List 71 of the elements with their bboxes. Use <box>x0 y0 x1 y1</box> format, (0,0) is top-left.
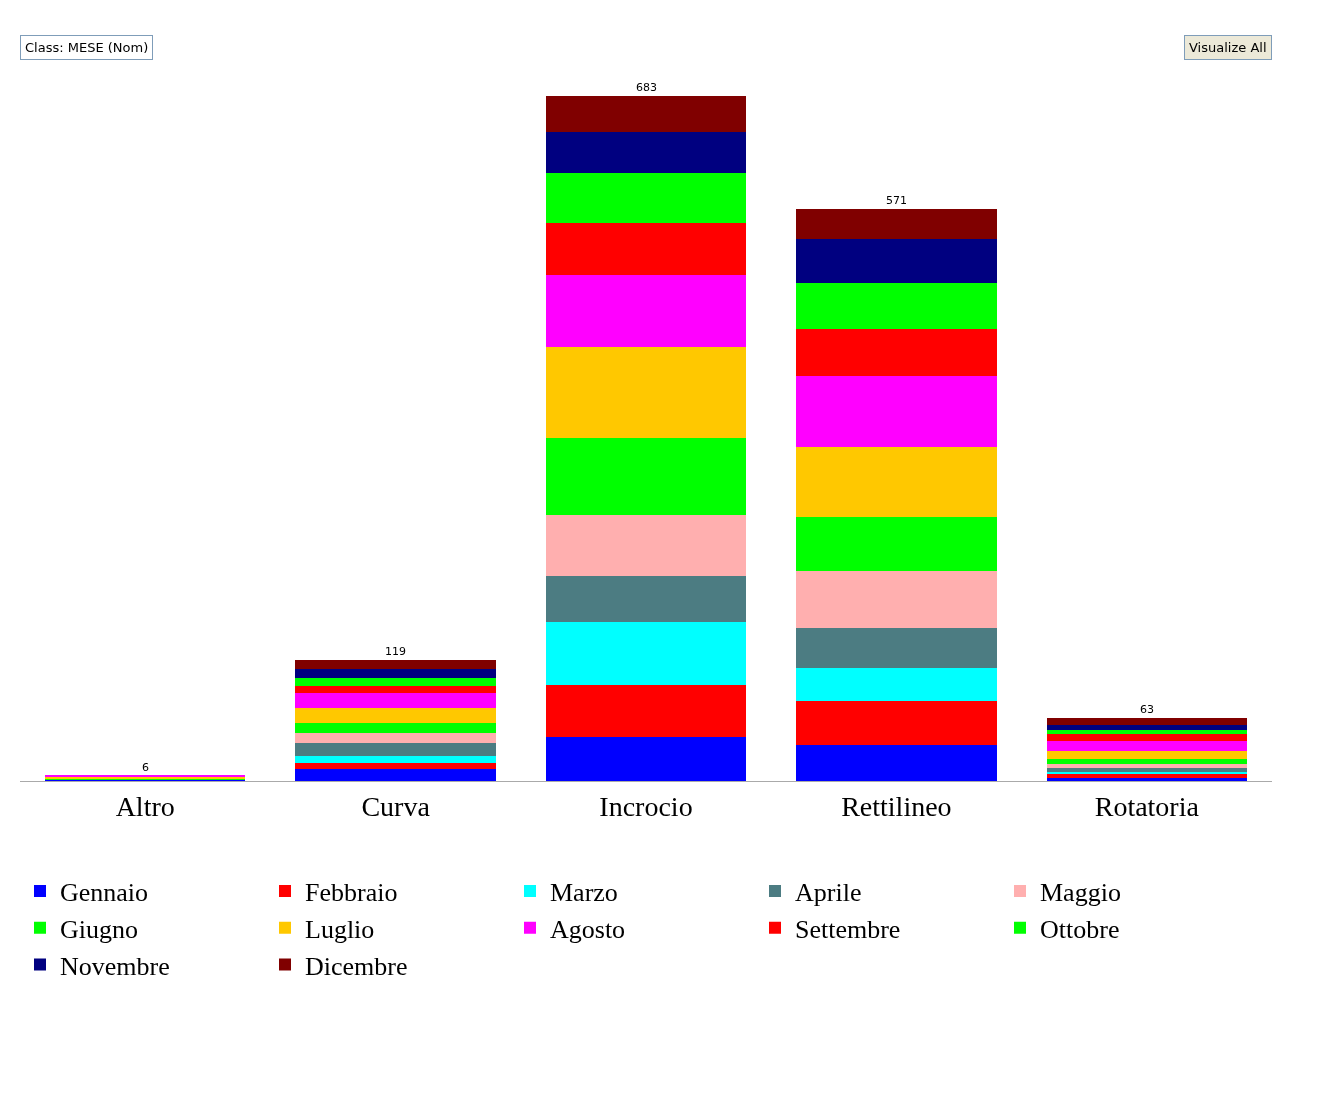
bar <box>796 667 997 701</box>
bar <box>295 707 496 723</box>
bar <box>295 686 496 693</box>
annotation: 683 <box>636 81 657 94</box>
annotation: 119 <box>385 645 406 658</box>
annotation: 63 <box>1140 703 1154 716</box>
bar <box>1046 717 1247 725</box>
bar <box>1046 774 1247 779</box>
legend-label: Febbraio <box>305 878 398 908</box>
bar <box>1046 772 1247 775</box>
bar <box>1046 767 1247 773</box>
bar <box>545 437 747 516</box>
bar <box>1046 759 1247 764</box>
legend-label: Gennaio <box>60 878 149 908</box>
bar <box>796 376 997 448</box>
annotation: 6 <box>142 761 149 774</box>
bar <box>295 722 496 734</box>
legend-label: Marzo <box>550 878 618 908</box>
bar <box>796 744 997 781</box>
legend-label: Agosto <box>550 914 626 944</box>
legend-label: Dicembre <box>305 951 408 981</box>
bar <box>796 517 997 572</box>
bar <box>545 222 747 275</box>
x-tick-label: Rotatoria <box>1094 790 1200 822</box>
bar <box>545 576 747 623</box>
bar <box>1046 778 1247 781</box>
bar <box>295 669 496 678</box>
annotation: 571 <box>886 194 907 207</box>
bar <box>545 96 747 133</box>
bar <box>545 346 747 438</box>
legend-label: Giugno <box>60 914 138 944</box>
legend-label: Maggio <box>1040 878 1121 908</box>
legend-label: Ottobre <box>1040 914 1120 944</box>
bar <box>545 515 747 577</box>
bar <box>295 755 496 763</box>
legend-label: Novembre <box>60 951 170 981</box>
legend-label: Luglio <box>305 914 375 944</box>
bar <box>796 209 997 240</box>
bar <box>545 622 747 686</box>
bar <box>796 447 997 518</box>
bar <box>295 762 496 769</box>
bar <box>1046 740 1247 751</box>
bar <box>796 283 997 329</box>
x-tick-label: Curva <box>361 790 431 822</box>
bar <box>295 660 496 670</box>
bar <box>796 239 997 284</box>
x-tick-label: Incrocio <box>599 790 693 822</box>
bar <box>545 737 747 781</box>
bar <box>545 685 747 738</box>
bar <box>295 743 496 756</box>
bar <box>295 692 496 708</box>
bar <box>1046 724 1247 730</box>
bar <box>796 627 997 668</box>
bar <box>295 768 496 781</box>
bar <box>796 571 997 628</box>
x-tick-label: Altro <box>115 790 175 822</box>
bar <box>796 328 997 377</box>
legend-label: Settembre <box>795 914 901 944</box>
bar <box>545 173 747 223</box>
bar <box>1046 734 1247 741</box>
bar <box>1046 750 1247 760</box>
legend-label: Aprile <box>795 878 862 908</box>
x-tick-label: Rettilineo <box>841 790 952 822</box>
text: Class: MESE (Nom) <box>25 40 149 55</box>
bar <box>295 733 496 744</box>
bar <box>1046 763 1247 768</box>
text: Visualize All <box>1189 40 1267 55</box>
bar <box>796 700 997 745</box>
bar <box>295 677 496 687</box>
bar <box>545 132 747 174</box>
bar <box>545 274 747 347</box>
